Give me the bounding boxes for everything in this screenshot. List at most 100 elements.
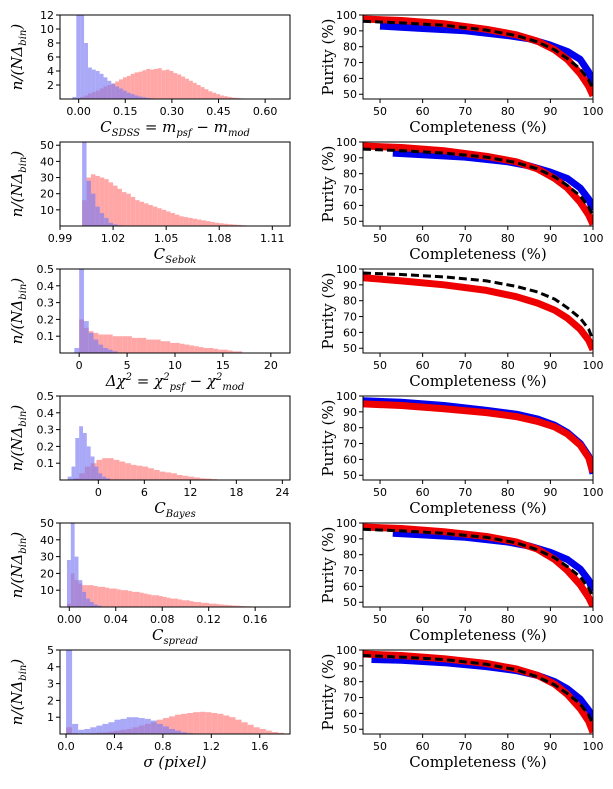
x-tick-label: 0.45 xyxy=(206,105,231,118)
hist-bar xyxy=(150,69,155,99)
x-tick-label: 70 xyxy=(458,740,472,753)
hist-bar xyxy=(82,142,87,226)
curves-right-4 xyxy=(363,397,593,475)
curves-right-1 xyxy=(363,15,593,98)
x-tick-label: 1.08 xyxy=(207,232,232,245)
x-tick-label: 50 xyxy=(373,359,387,372)
hist-bar xyxy=(170,342,175,353)
axes-left-2: 0.99 1.02 1.05 1.08 1.11 10 20 30 40 50 xyxy=(40,139,291,245)
curve-black xyxy=(363,147,593,218)
hist-bar xyxy=(204,602,209,607)
x-tick-label: 50 xyxy=(373,740,387,753)
hist-bar xyxy=(178,599,182,607)
axes-frame xyxy=(59,14,291,100)
axes-left-4: 0 6 12 18 24 0.1 0.2 0.3 0.4 0.5 xyxy=(37,390,291,499)
y-tick-label: 0.4 xyxy=(37,407,55,420)
hist-bar xyxy=(184,344,190,353)
hist-bar xyxy=(84,728,91,734)
y-tick-label: 80 xyxy=(343,676,357,689)
x-tick-label: 0.04 xyxy=(104,613,129,626)
y-tick-label: 0.1 xyxy=(37,457,55,470)
x-tick-label: 1.6 xyxy=(251,740,269,753)
hist-bar xyxy=(95,71,100,99)
hist-bar xyxy=(197,601,202,607)
hist-bar xyxy=(72,723,79,734)
hist-bar xyxy=(219,223,224,226)
y-tick-label: 40 xyxy=(40,155,54,168)
hist-bar xyxy=(150,720,157,734)
x-tick-label: 1.05 xyxy=(154,232,179,245)
hist-bar xyxy=(130,94,135,99)
hist-bar xyxy=(103,77,108,99)
y-tick-label: 90 xyxy=(343,25,357,38)
hist-bar xyxy=(165,472,172,480)
y-tick-label: 80 xyxy=(343,168,357,181)
hist-bar xyxy=(146,97,151,99)
y-tick-label: 10 xyxy=(40,23,54,36)
x-axis-label: σ (pixel) xyxy=(143,753,206,771)
y-tick-label: 3 xyxy=(47,678,54,691)
hist-bar xyxy=(138,718,145,734)
y-tick-label: 0.2 xyxy=(37,440,55,453)
hist-bar xyxy=(78,729,85,734)
axes-frame xyxy=(362,14,594,100)
hist-bar xyxy=(174,598,179,607)
y-tick-label: 40 xyxy=(40,534,54,547)
hist-bar xyxy=(103,347,108,353)
hist-bar xyxy=(108,182,114,226)
x-tick-label: 90 xyxy=(543,105,557,118)
hist-bar xyxy=(86,180,91,226)
hist-bar xyxy=(235,97,240,99)
x-tick-label: 90 xyxy=(543,359,557,372)
hist-bar xyxy=(146,339,152,353)
hist-bar xyxy=(108,222,114,226)
x-tick-label: 70 xyxy=(458,613,472,626)
y-tick-label: 60 xyxy=(343,199,357,212)
hist-bar xyxy=(66,650,73,734)
y-tick-label: 70 xyxy=(343,692,357,705)
x-tick-label: 100 xyxy=(583,105,604,118)
y-tick-label: 60 xyxy=(343,453,357,466)
hist-bar xyxy=(223,96,228,99)
x-tick-label: 0.30 xyxy=(160,105,185,118)
hist-bar xyxy=(193,601,198,607)
x-tick-label: 1.11 xyxy=(260,232,285,245)
axes-right-3: 50 60 70 80 90 100 50 60 70 80 90 100 xyxy=(336,263,604,372)
hist-bar xyxy=(122,77,127,99)
x-tick-label: 6 xyxy=(141,486,148,499)
y-tick-label: 10 xyxy=(40,204,54,217)
hist-bar xyxy=(232,351,238,353)
curve-black xyxy=(363,527,593,599)
hist-bar xyxy=(107,349,113,353)
hist-bar xyxy=(165,341,171,353)
y-tick-label: 90 xyxy=(343,660,357,673)
hist-bar xyxy=(170,213,175,226)
hist-bar xyxy=(194,477,200,480)
hist-bar xyxy=(220,95,224,99)
y-tick-label: 50 xyxy=(343,342,357,355)
x-tick-label: 70 xyxy=(458,105,472,118)
hist-bar xyxy=(168,716,175,734)
hist-bar xyxy=(210,221,215,226)
y-tick-label: 20 xyxy=(40,567,54,580)
y-tick-label: 80 xyxy=(343,295,357,308)
hist-bar xyxy=(185,78,189,99)
curve-red xyxy=(363,274,593,352)
hist-bar xyxy=(146,68,151,99)
hist-bar xyxy=(213,348,219,353)
hist-bar xyxy=(112,336,118,353)
hist-bar xyxy=(96,459,103,480)
hist-bar xyxy=(204,89,209,99)
hist-bar xyxy=(114,719,121,734)
hist-bar xyxy=(105,587,110,607)
x-axis-label: CSebok xyxy=(154,245,197,266)
hist-bar xyxy=(232,224,237,226)
y-tick-label: 0.3 xyxy=(37,424,55,437)
x-tick-label: 0.99 xyxy=(48,232,73,245)
hist-bar xyxy=(138,71,143,99)
y-tick-label: 0.1 xyxy=(37,330,55,343)
y-axis-label: Purity (%) xyxy=(319,273,337,350)
hist-bar xyxy=(203,347,209,353)
hist-bar xyxy=(151,339,156,353)
